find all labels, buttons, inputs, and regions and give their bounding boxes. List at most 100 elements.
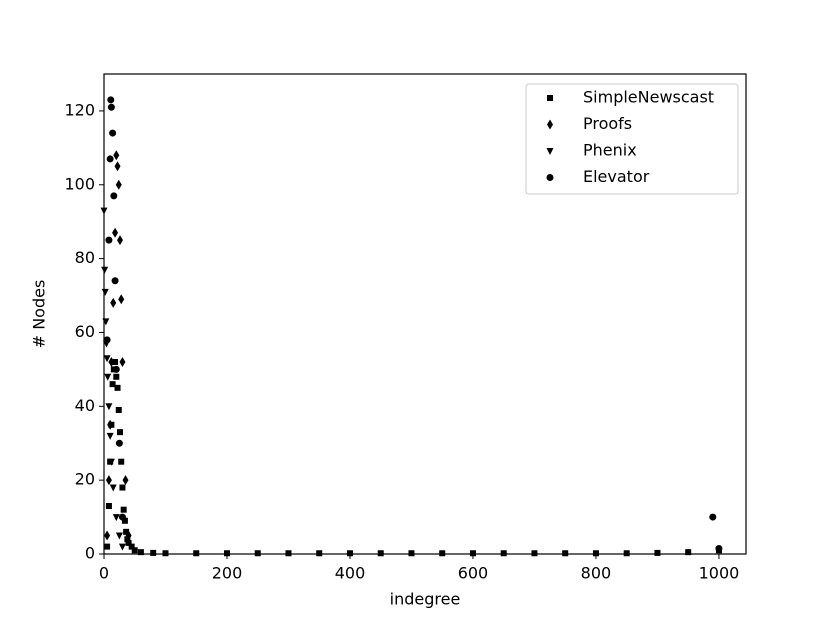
marker-square <box>119 484 126 491</box>
marker-square <box>623 550 630 557</box>
marker-square <box>124 536 131 543</box>
marker-triangle <box>109 484 117 492</box>
marker-square <box>125 539 132 546</box>
marker-square <box>346 550 353 557</box>
marker-square <box>115 407 122 413</box>
marker-square <box>500 550 507 557</box>
marker-square <box>118 458 125 465</box>
marker-diamond <box>105 475 112 486</box>
marker-diamond <box>125 530 132 541</box>
marker-circle <box>546 174 554 181</box>
marker-circle <box>112 365 120 373</box>
marker-diamond <box>112 227 119 238</box>
marker-square <box>316 550 323 557</box>
y-tick-label: 20 <box>75 470 95 489</box>
legend-label: SimpleNewscast <box>583 88 714 107</box>
legend-label: Proofs <box>583 114 632 133</box>
marker-square <box>162 550 169 557</box>
marker-triangle <box>105 403 113 411</box>
marker-square <box>120 506 127 513</box>
marker-diamond <box>114 161 121 172</box>
marker-triangle <box>118 543 126 551</box>
marker-triangle <box>103 355 111 363</box>
marker-square <box>408 550 415 557</box>
marker-square <box>223 550 230 557</box>
marker-square <box>531 550 538 557</box>
marker-diamond <box>122 475 129 486</box>
marker-circle <box>709 513 717 521</box>
marker-triangle <box>104 373 112 381</box>
marker-diamond <box>115 179 122 190</box>
marker-triangle <box>101 288 109 296</box>
marker-square <box>105 503 112 509</box>
marker-square <box>469 550 476 557</box>
marker-circle <box>107 103 115 111</box>
marker-triangle <box>546 148 554 155</box>
x-tick-label: 800 <box>581 564 612 583</box>
marker-square <box>592 550 599 557</box>
marker-triangle <box>112 514 120 522</box>
marker-square <box>547 95 553 101</box>
marker-diamond <box>108 357 115 367</box>
marker-square <box>150 549 157 556</box>
marker-square <box>193 550 200 557</box>
marker-triangle <box>115 532 123 540</box>
y-tick-label: 100 <box>64 174 95 193</box>
marker-diamond <box>116 235 123 246</box>
marker-square <box>121 517 128 524</box>
marker-square <box>116 429 123 436</box>
marker-square <box>114 384 121 391</box>
marker-square <box>137 549 144 556</box>
y-tick-label: 80 <box>75 248 95 267</box>
marker-triangle <box>102 318 110 326</box>
marker-square <box>285 550 292 557</box>
x-tick-label: 400 <box>335 564 366 583</box>
marker-diamond <box>110 297 117 308</box>
marker-diamond <box>118 294 125 305</box>
y-tick-label: 120 <box>64 100 95 119</box>
legend-label: Elevator <box>583 167 650 186</box>
marker-diamond <box>107 419 114 430</box>
marker-triangle <box>100 207 108 215</box>
marker-square <box>685 549 692 556</box>
marker-square <box>113 373 120 380</box>
marker-square <box>654 549 661 556</box>
marker-circle <box>103 336 111 344</box>
y-tick-label: 0 <box>85 544 95 563</box>
x-tick-label: 1000 <box>699 564 740 583</box>
marker-triangle <box>101 266 109 274</box>
marker-square <box>131 547 138 554</box>
marker-diamond <box>104 530 111 541</box>
marker-square <box>123 528 130 535</box>
marker-circle <box>118 513 126 521</box>
marker-circle <box>107 96 115 104</box>
plot-frame <box>103 73 747 555</box>
marker-square <box>254 550 261 557</box>
marker-circle <box>115 439 123 447</box>
marker-circle <box>110 192 118 200</box>
marker-circle <box>111 277 119 285</box>
marker-circle <box>106 155 114 163</box>
marker-square <box>562 550 569 557</box>
legend-label: Phenix <box>583 141 637 160</box>
marker-diamond <box>113 150 120 161</box>
marker-circle <box>715 544 723 552</box>
y-axis-label: # Nodes <box>30 280 49 349</box>
x-tick-label: 600 <box>458 564 489 583</box>
marker-square <box>377 550 384 557</box>
marker-triangle <box>107 458 115 466</box>
y-tick-label: 60 <box>75 322 95 341</box>
marker-square <box>128 543 135 550</box>
marker-square <box>104 543 111 550</box>
marker-circle <box>105 236 113 244</box>
marker-diamond <box>547 119 553 130</box>
x-tick-label: 200 <box>212 564 243 583</box>
marker-square <box>112 359 119 365</box>
x-tick-label: 0 <box>99 564 109 583</box>
marker-square <box>439 550 446 557</box>
x-axis-label: indegree <box>390 590 461 609</box>
marker-circle <box>109 129 117 137</box>
legend-box <box>525 83 739 195</box>
marker-square <box>109 381 116 388</box>
